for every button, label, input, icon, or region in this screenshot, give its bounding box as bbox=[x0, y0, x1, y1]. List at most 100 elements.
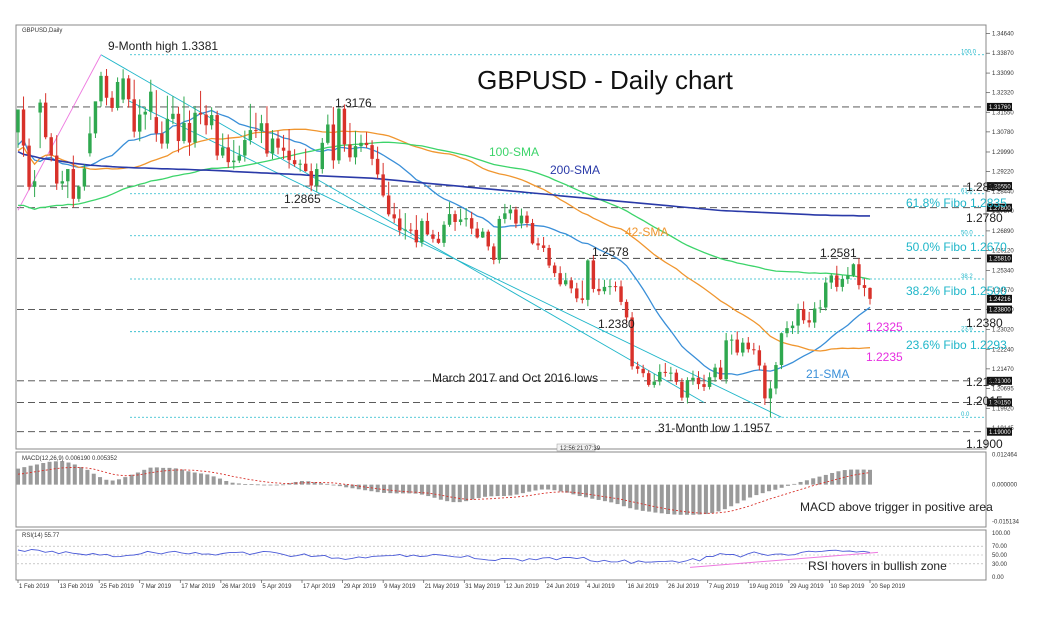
candle-body bbox=[154, 117, 159, 134]
x-tick-label: 20 Sep 2019 bbox=[871, 584, 906, 590]
candle-body bbox=[342, 108, 347, 145]
macd-histogram-bar bbox=[811, 478, 816, 485]
candle-body bbox=[807, 320, 811, 323]
level-label-1-2780: 1.2780 bbox=[966, 211, 1003, 225]
candle-body bbox=[209, 115, 214, 126]
candle-body bbox=[475, 228, 479, 238]
candle-body bbox=[547, 247, 551, 266]
macd-histogram-bar bbox=[609, 484, 614, 503]
candle-body bbox=[768, 388, 773, 399]
macd-histogram-bar bbox=[785, 484, 790, 486]
macd-histogram-bar bbox=[41, 463, 46, 485]
macd-histogram-bar bbox=[495, 484, 500, 497]
candle-body bbox=[198, 112, 203, 115]
macd-histogram-bar bbox=[577, 484, 582, 497]
candle-body bbox=[248, 130, 253, 141]
macd-histogram-bar bbox=[754, 484, 759, 496]
macd-histogram-bar bbox=[135, 472, 140, 485]
candle-body bbox=[265, 123, 269, 154]
macd-histogram-bar bbox=[445, 484, 450, 502]
fib-tag: 23.6 bbox=[961, 327, 973, 333]
macd-histogram-bar bbox=[703, 484, 708, 515]
macd-histogram-bar bbox=[413, 484, 418, 494]
macd-histogram-bar bbox=[262, 484, 267, 486]
candle-body bbox=[624, 301, 629, 318]
candle-body bbox=[530, 223, 535, 244]
price-tag-box bbox=[987, 398, 1012, 407]
candle-body bbox=[193, 112, 197, 143]
rsi-tick-label: 50.00 bbox=[992, 553, 1008, 559]
candle-body bbox=[801, 309, 806, 321]
rsi-trendline bbox=[689, 551, 879, 568]
macd-histogram-bar bbox=[236, 483, 241, 485]
candle-body bbox=[563, 280, 568, 285]
candle-body bbox=[348, 144, 352, 158]
y-tick-label: 1.26890 bbox=[992, 229, 1014, 235]
macd-histogram-bar bbox=[741, 484, 746, 501]
macd-histogram-bar bbox=[716, 484, 721, 512]
annotation-1-2865: 1.2865 bbox=[284, 192, 321, 206]
macd-histogram-bar bbox=[22, 467, 27, 485]
macd-histogram-bar bbox=[34, 464, 39, 485]
candle-body bbox=[580, 298, 585, 300]
candle-body bbox=[309, 171, 313, 186]
macd-histogram-bar bbox=[546, 484, 551, 490]
y-tick-label: 1.25340 bbox=[992, 268, 1014, 274]
candle-body bbox=[685, 380, 690, 398]
candle-body bbox=[55, 155, 59, 184]
candle-body bbox=[381, 174, 385, 196]
candle-body bbox=[409, 229, 413, 231]
macd-histogram-bar bbox=[287, 483, 292, 485]
macd-histogram-bar bbox=[861, 469, 866, 485]
candle-body bbox=[519, 215, 524, 224]
candle-body bbox=[503, 213, 507, 219]
candle-body bbox=[49, 137, 53, 156]
candle-body bbox=[663, 371, 668, 373]
candle-body bbox=[110, 97, 114, 108]
macd-histogram-bar bbox=[489, 484, 494, 497]
x-tick-label: 25 Feb 2019 bbox=[100, 584, 134, 590]
candle-body bbox=[160, 133, 164, 144]
sma-line-100-sma bbox=[18, 141, 871, 280]
candle-body bbox=[226, 147, 230, 163]
macd-histogram-bar bbox=[823, 474, 828, 485]
y-tick-label: 1.27670 bbox=[992, 209, 1014, 215]
price-tag-label: 1.24216 bbox=[989, 297, 1011, 303]
candle-body bbox=[176, 113, 181, 142]
fib-label-38-2: 38.2% Fibo 1.2500 bbox=[906, 284, 1007, 298]
candle-body bbox=[220, 147, 225, 156]
candle-body bbox=[66, 169, 70, 182]
candle-body bbox=[862, 285, 867, 288]
candle-body bbox=[469, 218, 474, 229]
macd-histogram-bar bbox=[344, 484, 349, 488]
candle-body bbox=[536, 243, 540, 246]
candle-body bbox=[752, 349, 756, 351]
macd-histogram-bar bbox=[438, 484, 443, 500]
fib-tag: 0.0 bbox=[961, 412, 970, 418]
candle-body bbox=[735, 339, 739, 353]
fib-label-50-0: 50.0% Fibo 1.2670 bbox=[906, 240, 1007, 254]
candle-body bbox=[143, 111, 147, 115]
candle-body bbox=[857, 264, 861, 286]
macd-histogram-bar bbox=[205, 474, 210, 485]
candle-body bbox=[575, 288, 579, 299]
macd-histogram-bar bbox=[79, 467, 84, 485]
macd-histogram-bar bbox=[647, 484, 652, 512]
candle-body bbox=[182, 122, 186, 142]
macd-histogram-bar bbox=[697, 484, 702, 515]
candle-body bbox=[237, 155, 242, 161]
candle-body bbox=[32, 181, 37, 187]
x-tick-label: 5 Apr 2019 bbox=[262, 584, 292, 590]
macd-histogram-bar bbox=[66, 462, 71, 485]
macd-histogram-bar bbox=[53, 461, 58, 485]
macd-histogram-bar bbox=[596, 484, 601, 500]
sma-line-200-sma bbox=[17, 150, 870, 217]
candle-body bbox=[392, 214, 396, 219]
fib-label-61-8: 61.8% Fibo 1.2835 bbox=[906, 196, 1007, 210]
macd-histogram-bar bbox=[470, 484, 475, 500]
macd-histogram-bar bbox=[356, 484, 361, 490]
macd-histogram-bar bbox=[116, 479, 121, 485]
macd-histogram-bar bbox=[817, 476, 822, 485]
price-tag-box bbox=[987, 102, 1012, 111]
